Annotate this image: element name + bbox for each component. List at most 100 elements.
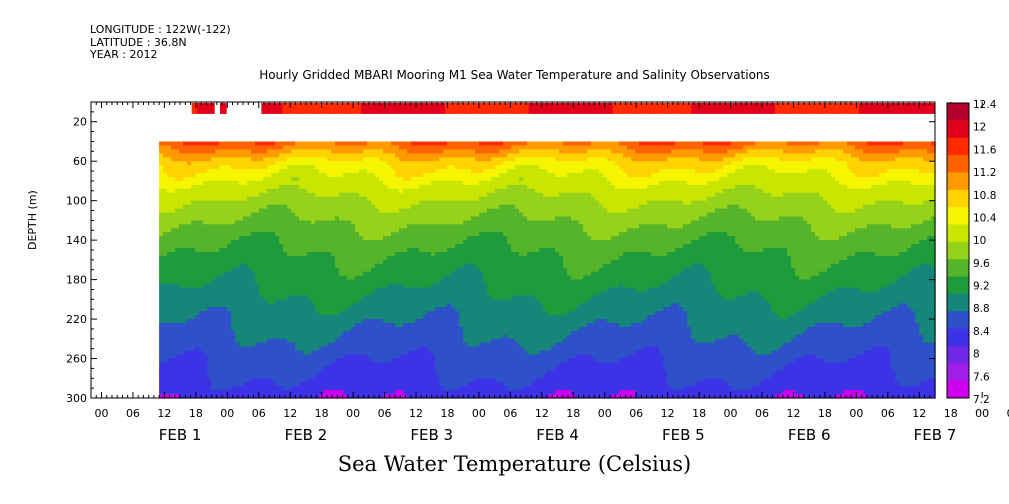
heatmap-cell: [315, 212, 320, 217]
heatmap-cell: [235, 299, 240, 304]
heatmap-cell: [311, 259, 316, 265]
heatmap-cell: [343, 394, 348, 399]
heatmap-cell: [191, 169, 196, 174]
heatmap-cell: [399, 315, 404, 320]
heatmap-cell: [331, 220, 336, 225]
heatmap-cell: [307, 307, 312, 312]
heatmap-cell: [295, 208, 300, 214]
heatmap-cell: [315, 228, 320, 233]
heatmap-cell: [159, 354, 164, 360]
heatmap-cell: [163, 204, 168, 210]
heatmap-cell: [215, 330, 220, 336]
heatmap-cell: [215, 157, 220, 162]
heatmap-cell: [195, 390, 200, 395]
heatmap-cell: [439, 255, 444, 261]
heatmap-cell: [347, 220, 352, 225]
heatmap-cell: [295, 283, 300, 288]
heatmap-cell: [427, 180, 432, 186]
heatmap-cell: [335, 378, 340, 383]
heatmap-cell: [179, 323, 184, 328]
heatmap-cell: [367, 236, 372, 241]
heatmap-cell: [331, 173, 336, 178]
heatmap-cell: [195, 330, 200, 336]
heatmap-cell: [247, 204, 252, 210]
heatmap-cell: [379, 315, 384, 320]
heatmap-cell: [443, 291, 448, 296]
heatmap-cell: [379, 319, 384, 324]
heatmap-cell: [223, 323, 228, 328]
heatmap-cell: [259, 350, 264, 356]
heatmap-cell: [367, 307, 372, 312]
heatmap-cell: [411, 208, 416, 214]
heatmap-cell: [231, 208, 236, 214]
heatmap-cell: [267, 299, 272, 304]
heatmap-cell: [247, 287, 252, 292]
heatmap-cell: [371, 220, 376, 225]
heatmap-cell: [343, 180, 348, 186]
heatmap-cell: [227, 279, 232, 285]
heatmap-cell: [251, 319, 256, 324]
heatmap-cell: [447, 192, 452, 198]
heatmap-cell: [235, 350, 240, 356]
heatmap-cell: [187, 279, 192, 285]
heatmap-cell: [219, 224, 224, 229]
heatmap-cell: [331, 232, 336, 237]
heatmap-cell: [307, 220, 312, 225]
heatmap-cell: [443, 259, 448, 265]
heatmap-cell: [331, 342, 336, 348]
heatmap-cell: [375, 275, 380, 281]
heatmap-cell: [403, 149, 408, 154]
heatmap-cell: [407, 196, 412, 202]
heatmap-cell: [459, 220, 464, 225]
heatmap-cell: [347, 346, 352, 352]
heatmap-cell: [239, 330, 244, 336]
heatmap-cell: [375, 390, 380, 395]
heatmap-cell: [235, 188, 240, 194]
heatmap-cell: [283, 366, 288, 371]
heatmap-cell: [227, 153, 232, 158]
heatmap-cell: [179, 350, 184, 356]
heatmap-cell: [255, 228, 260, 233]
heatmap-cell: [447, 200, 452, 206]
heatmap-cell: [267, 228, 272, 233]
heatmap-cell: [415, 244, 420, 249]
heatmap-cell: [411, 161, 416, 166]
heatmap-cell: [283, 248, 288, 253]
heatmap-cell: [315, 236, 320, 241]
heatmap-cell: [339, 330, 344, 336]
heatmap-cell: [207, 323, 212, 328]
heatmap-cell: [223, 378, 228, 383]
heatmap-cell: [351, 161, 356, 166]
heatmap-cell: [307, 236, 312, 241]
heatmap-cell: [251, 366, 256, 371]
heatmap-cell: [307, 244, 312, 249]
heatmap-cell: [179, 188, 184, 194]
heatmap-cell: [459, 192, 464, 198]
heatmap-cell: [327, 228, 332, 233]
heatmap-cell: [211, 382, 216, 387]
heatmap-cell: [359, 252, 364, 257]
heatmap-cell: [291, 346, 296, 352]
heatmap-cell: [307, 358, 312, 363]
heatmap-cell: [259, 394, 264, 399]
heatmap-cell: [391, 177, 396, 182]
heatmap-cell: [419, 259, 424, 265]
heatmap-cell: [331, 295, 336, 300]
heatmap-cell: [419, 177, 424, 182]
heatmap-cell: [383, 208, 388, 214]
heatmap-cell: [307, 184, 312, 190]
heatmap-cell: [427, 275, 432, 281]
heatmap-cell: [427, 224, 432, 229]
heatmap-cell: [387, 196, 392, 202]
heatmap-cell: [291, 145, 296, 150]
heatmap-cell: [307, 271, 312, 277]
heatmap-cell: [391, 248, 396, 253]
heatmap-cell: [427, 177, 432, 182]
heatmap-cell: [367, 315, 372, 320]
heatmap-cell: [427, 240, 432, 245]
heatmap-cell: [447, 378, 452, 383]
heatmap-cell: [271, 275, 276, 281]
heatmap-cell: [423, 271, 428, 277]
heatmap-cell: [291, 267, 296, 273]
heatmap-cell: [251, 323, 256, 328]
